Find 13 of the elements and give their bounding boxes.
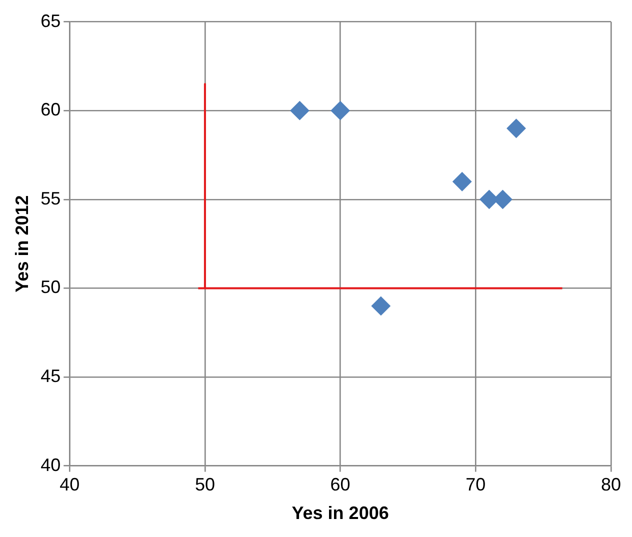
y-tick-label: 55 [40,188,61,208]
x-tick-label: 40 [60,474,80,495]
x-axis-title: Yes in 2006 [292,503,389,524]
x-tick-label: 50 [194,474,215,495]
y-tick-label: 60 [40,100,61,120]
y-tick-label: 40 [40,454,61,475]
x-tick-label: 60 [330,474,350,495]
y-tick-label: 45 [40,366,61,386]
y-axis-title: Yes in 2012 [12,195,32,292]
x-tick-label: 80 [600,474,622,495]
x-tick-label: 70 [466,474,486,495]
y-tick-label: 65 [40,10,61,31]
y-tick-label: 50 [40,277,61,298]
